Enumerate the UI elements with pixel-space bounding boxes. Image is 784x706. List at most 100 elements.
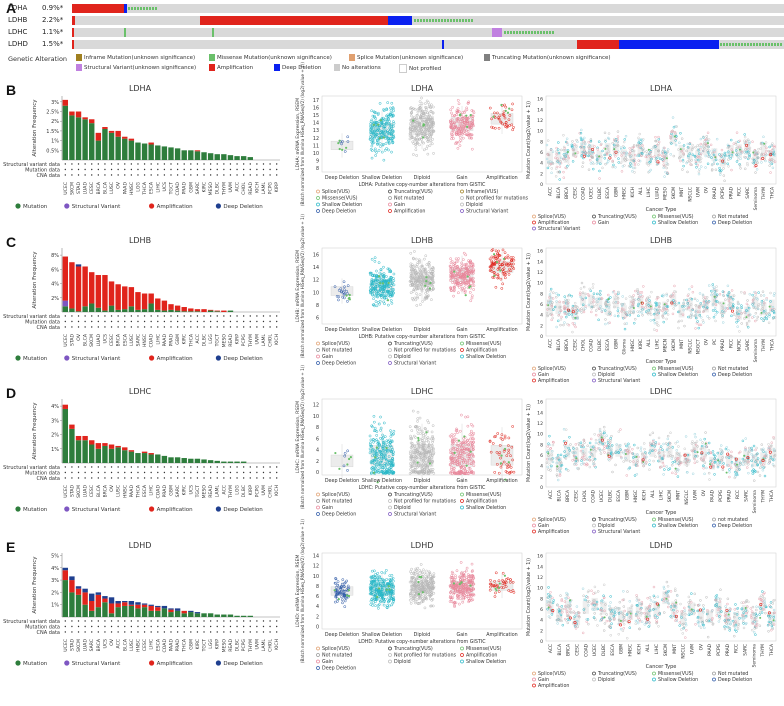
data-row-dot: [275, 168, 278, 171]
legend-label: Not profiled for mutations: [394, 348, 456, 354]
data-row-dot: [71, 168, 73, 171]
data-point: [380, 150, 384, 154]
data-point: [472, 268, 476, 272]
x-tick-label: KIRP: [274, 182, 280, 193]
data-point: [390, 111, 394, 115]
data-point: [343, 292, 346, 296]
data-point: [430, 133, 434, 136]
data-row-dot: [110, 620, 113, 622]
data-row-dot: [229, 466, 232, 468]
bar-amplification: [128, 138, 135, 141]
data-row-dot: [170, 320, 172, 323]
data-row-dot: [170, 471, 172, 474]
data-point: [587, 140, 590, 144]
x-tick-label: LUSC: [129, 639, 135, 651]
x-tick-label: Shallow Deletion: [362, 632, 402, 638]
data-row-dot: [157, 625, 159, 628]
legend-swatch: [149, 355, 155, 361]
data-point: [378, 271, 382, 275]
data-row-dot: [203, 326, 205, 328]
x-tick-label: KICH: [274, 639, 280, 650]
bar-mutation: [227, 614, 234, 617]
data-point: [560, 148, 563, 152]
data-point: [623, 138, 627, 141]
legend-swatch: [388, 505, 392, 510]
bar-mutation: [207, 613, 214, 617]
x-tick-label: ESCA: [142, 484, 148, 497]
data-row-dot: [97, 163, 100, 165]
data-point: [493, 471, 497, 474]
data-point: [369, 283, 373, 287]
y-tick-label: 10: [313, 574, 319, 580]
mutation-point: [500, 454, 503, 457]
x-tick-label: ACC: [195, 334, 201, 343]
data-point: [430, 103, 433, 107]
data-row-dot: [97, 477, 100, 479]
data-point: [375, 304, 379, 308]
data-point: [455, 282, 459, 285]
data-point: [421, 119, 424, 123]
x-tick-label: OV: [109, 484, 115, 492]
data-point: [383, 571, 387, 575]
data-point: [418, 432, 422, 435]
bar-deep-deletion: [128, 601, 135, 605]
data-point: [511, 102, 514, 106]
data-point: [494, 249, 498, 253]
structural-variant-segment: [492, 28, 502, 37]
data-point: [422, 568, 425, 572]
data-row-dot: [117, 620, 119, 622]
data-point: [390, 282, 394, 286]
mutation-point: [706, 142, 709, 145]
data-point: [463, 132, 467, 135]
data-row-dot: [124, 174, 126, 176]
bar-amplification: [108, 603, 115, 614]
legend-swatch: [149, 660, 155, 666]
data-point: [392, 279, 396, 283]
x-tick-label: Amplification: [486, 478, 517, 484]
legend-label: Truncating(VUS): [393, 341, 433, 347]
data-point: [463, 121, 466, 124]
data-point: [409, 122, 412, 126]
data-row-dot: [64, 631, 67, 633]
y-axis-label: LDHA: mRNA Expression, RSEM: [295, 98, 301, 170]
data-point: [465, 279, 469, 282]
data-point: [374, 294, 377, 298]
data-point: [467, 269, 471, 273]
data-row-dot: [229, 471, 232, 474]
y-tick-label: 16: [537, 97, 543, 103]
bar-mutation: [82, 119, 88, 160]
bar-mutation: [128, 306, 135, 312]
data-row-dot: [170, 163, 172, 165]
x-tick-label: TGCT: [215, 334, 221, 348]
data-point: [467, 273, 471, 277]
bar-amplification: [82, 266, 88, 307]
legend-swatch: [388, 354, 392, 359]
mutation-point: [673, 135, 676, 138]
bar-mutation: [141, 309, 148, 312]
mutation-point: [422, 136, 425, 139]
x-tick-label: KIRC: [182, 334, 188, 345]
data-row-dot: [242, 466, 245, 468]
data-point: [408, 134, 412, 138]
data-point: [386, 131, 389, 134]
x-tick-label: CHOL: [268, 334, 274, 347]
data-point: [346, 449, 349, 453]
data-point: [451, 263, 455, 266]
data-point: [375, 273, 379, 277]
x-tick-label: Deep Deletion: [325, 478, 359, 484]
data-point: [340, 598, 344, 601]
data-point: [461, 116, 464, 120]
data-point: [449, 279, 452, 282]
y-tick-label: 12: [313, 278, 319, 284]
bar-mutation: [89, 303, 95, 312]
data-point: [339, 287, 343, 291]
deep-deletion-segment: [124, 4, 127, 13]
x-tick-label: KIRC: [182, 485, 188, 496]
legend-swatch: [388, 202, 392, 207]
data-point: [372, 292, 376, 296]
mutation-point: [417, 439, 420, 442]
data-row-dot: [130, 625, 133, 628]
bar-mutation: [148, 144, 154, 160]
mutation-point: [502, 257, 506, 261]
